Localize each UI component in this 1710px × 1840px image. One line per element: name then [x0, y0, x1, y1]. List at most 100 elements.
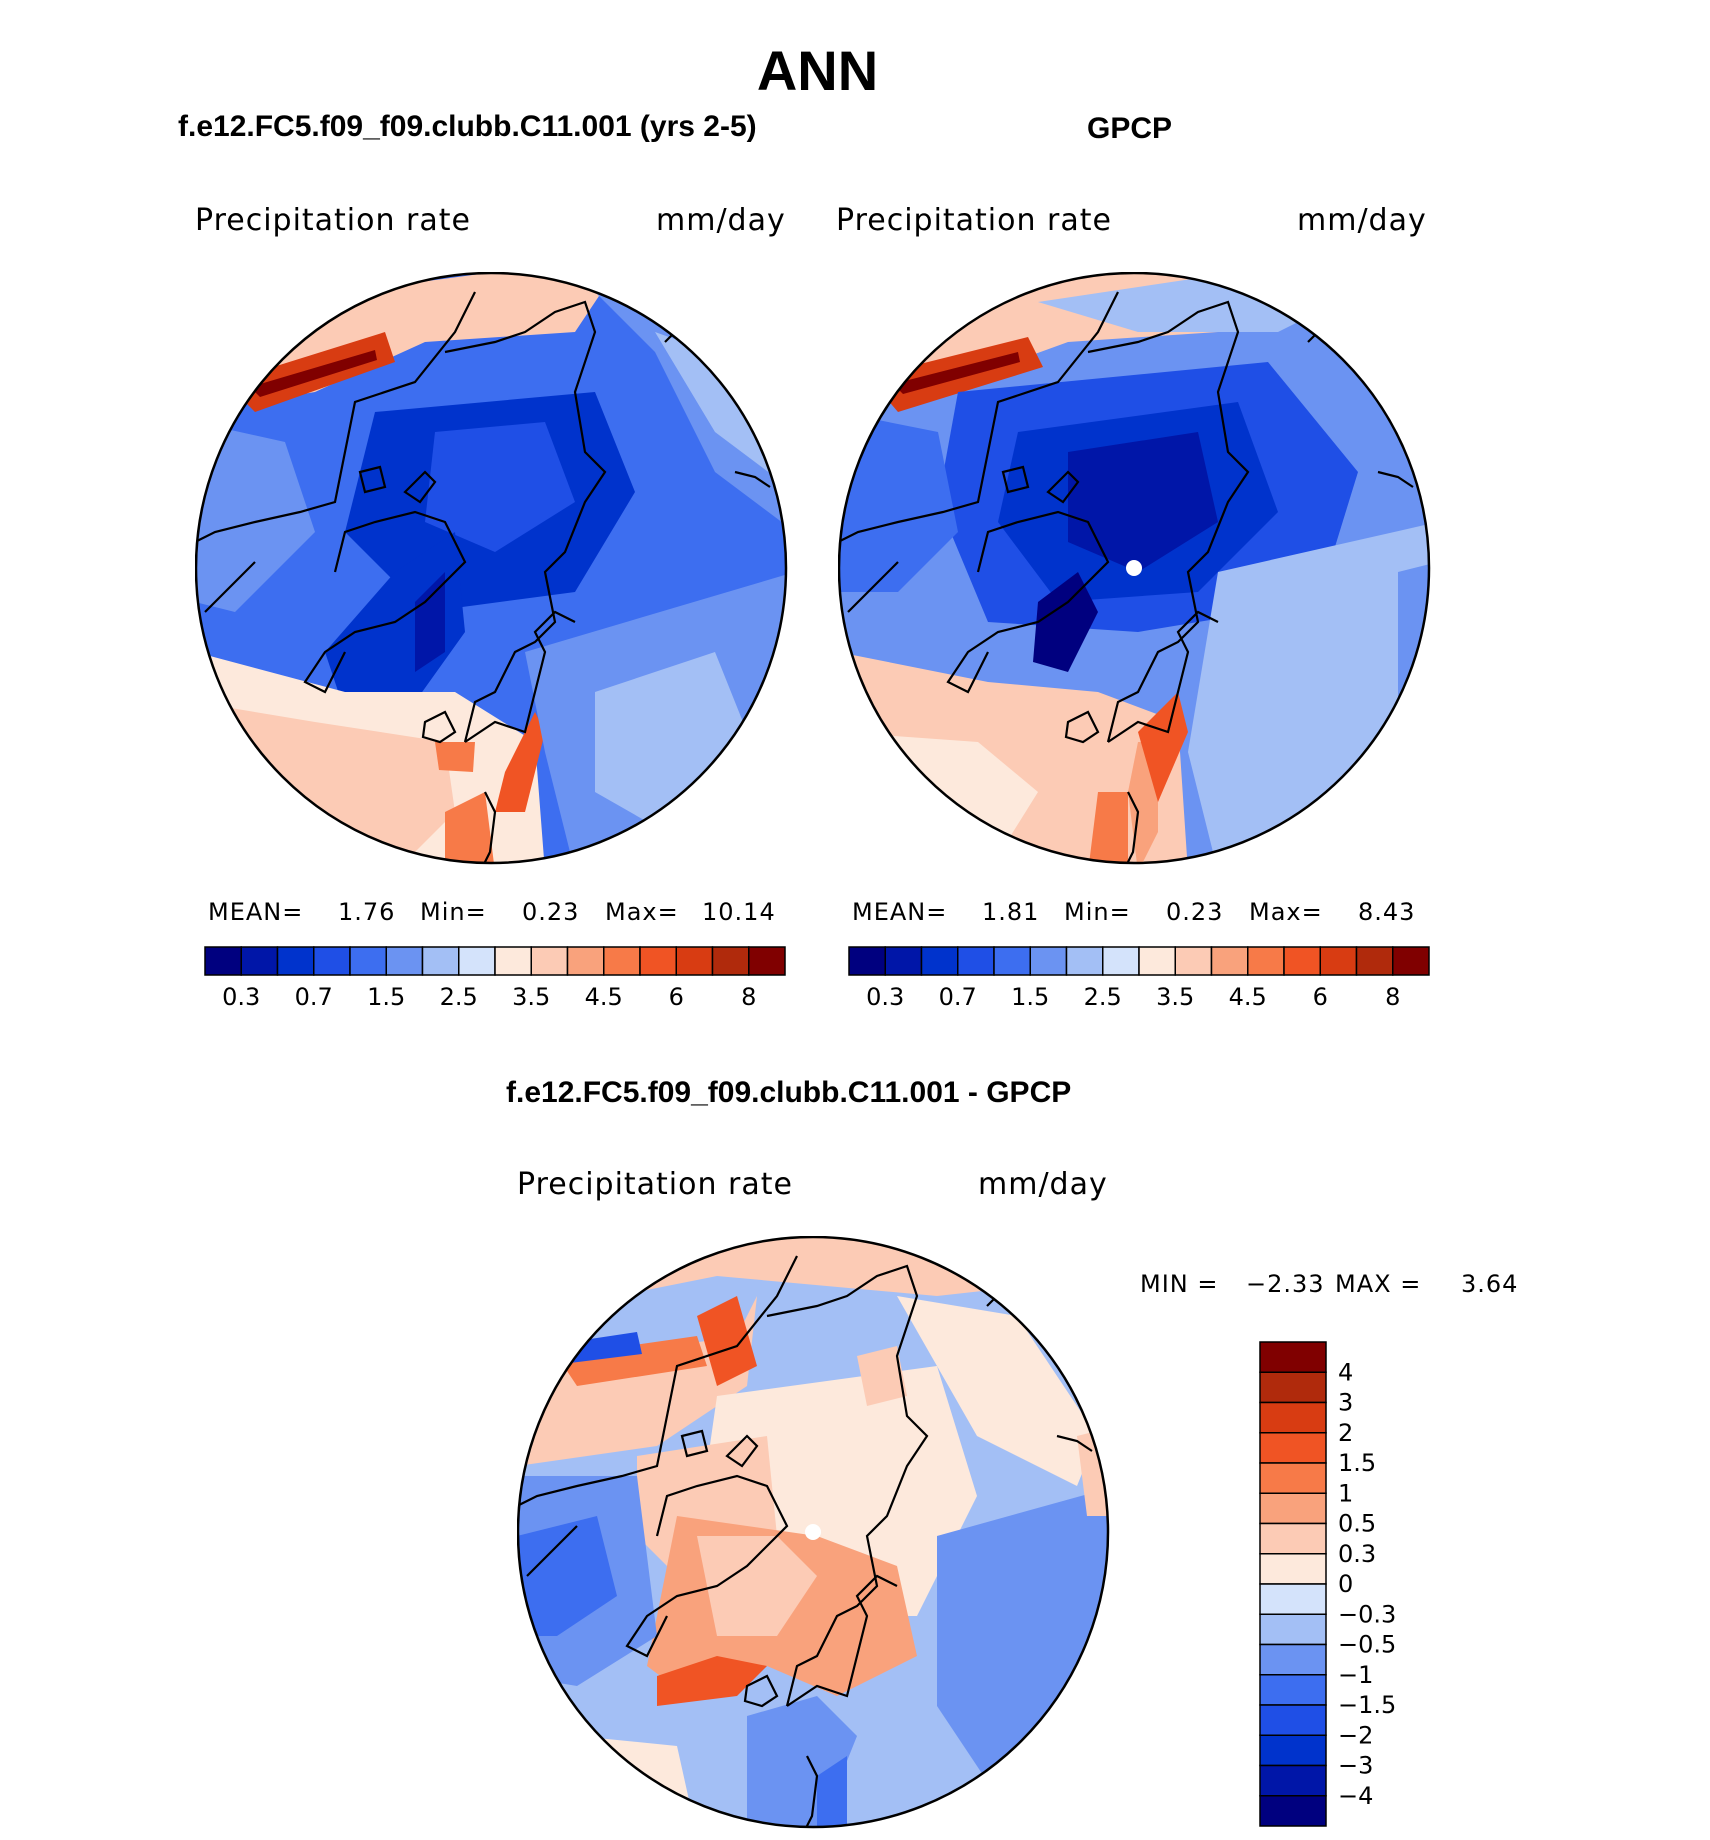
panel2-colorbar-swatch [1355, 946, 1394, 976]
panel2-mean-label: MEAN= [852, 898, 948, 926]
panel3-colorbar-swatch [1259, 1371, 1327, 1404]
panel1-colorbar-tick-label: 1.5 [367, 983, 405, 1011]
panel3-colorbar-swatch [1259, 1674, 1327, 1706]
main-title: ANN [756, 39, 879, 102]
panel1-mean-label: MEAN= [208, 898, 304, 926]
panel1-min-value: 0.23 [522, 898, 580, 926]
panel3-colorbar: 4 321.51 0.50.30−0.3 −0.5−1−1.5−2 −3−4 [1259, 1341, 1396, 1827]
panel2-max-label: Max= [1249, 898, 1323, 926]
panel2-min-value: 0.23 [1166, 898, 1224, 926]
panel2-colorbar: 0.3 0.7 1.5 2.5 3.5 4.5 6 8 [848, 946, 1430, 1011]
panel2-colorbar-swatch [957, 946, 995, 976]
panel1-colorbar-tick-label: 4.5 [585, 983, 623, 1011]
panel2-colorbar-tick-label: 0.7 [939, 983, 977, 1011]
panel3-colorbar-tick-label: −2 [1338, 1721, 1373, 1749]
panel2-colorbar-tick-label: 3.5 [1156, 983, 1194, 1011]
panel3-colorbar-swatch [1259, 1462, 1327, 1494]
panel1-title: f.e12.FC5.f09_f09.clubb.C11.001 (yrs 2-5… [178, 110, 757, 143]
panel2-colorbar-tick-label: 8 [1385, 983, 1400, 1011]
panel2-colorbar-tick-label: 2.5 [1084, 983, 1122, 1011]
panel3-colorbar-swatch [1259, 1583, 1327, 1615]
panel3-variable: Precipitation rate [517, 1167, 793, 1202]
panel1-units: mm/day [656, 203, 786, 238]
panel2-mean-value: 1.81 [982, 898, 1040, 926]
panel2-colorbar-swatch [1319, 946, 1358, 976]
panel3-max-label: MAX = [1335, 1270, 1422, 1298]
panel2-colorbar-swatch [1392, 946, 1430, 976]
panel1-colorbar: 0.3 0.7 1.5 2.5 3.5 4.5 6 8 [204, 946, 786, 1011]
panel2-polar-map [838, 272, 1431, 865]
panel3-map-border [517, 1236, 1110, 1829]
panel2-colorbar-swatch [884, 946, 923, 976]
panel1-colorbar-swatch [349, 946, 387, 976]
panel2-max-value: 8.43 [1358, 898, 1416, 926]
panel2-variable: Precipitation rate [836, 203, 1112, 238]
panel2-coastlines [839, 289, 1414, 863]
panel3-colorbar-tick-label: 1 [1338, 1479, 1353, 1507]
panel1-colorbar-tick-label: 3.5 [512, 983, 550, 1011]
panel1-colorbar-swatch [566, 946, 605, 976]
panel1-colorbar-swatch [711, 946, 750, 976]
panel2-colorbar-tick-label: 1.5 [1011, 983, 1049, 1011]
panel1-map-border [195, 272, 788, 865]
panel1-max-value: 10.14 [702, 898, 776, 926]
panel2-colorbar-swatch [1210, 946, 1249, 976]
panel3-colorbar-swatch [1259, 1764, 1327, 1797]
panel3-polar-map [517, 1236, 1110, 1829]
panel2-colorbar-swatch [920, 946, 959, 976]
panel2-colorbar-swatch [1283, 946, 1321, 976]
panel2-colorbar-swatch [848, 946, 886, 976]
panel3-colorbar-tick-label: 4 [1338, 1358, 1353, 1386]
panel1-colorbar-tick-label: 0.3 [222, 983, 260, 1011]
panel2-colorbar-swatch [993, 946, 1031, 976]
panel3-colorbar-swatch [1259, 1401, 1327, 1434]
panel3-title: f.e12.FC5.f09_f09.clubb.C11.001 - GPCP [506, 1076, 1072, 1109]
panel2-colorbar-tick-label: 0.3 [866, 983, 904, 1011]
panel1-colorbar-tick-label: 8 [741, 983, 756, 1011]
panel3-max-value: 3.64 [1461, 1270, 1519, 1298]
panel2-colorbar-swatch [1247, 946, 1285, 976]
panel1-colorbar-swatch [458, 946, 496, 976]
panel3-colorbar-swatch [1259, 1341, 1327, 1373]
panel3-colorbar-tick-label: 0.3 [1338, 1540, 1376, 1568]
panel3-colorbar-swatch [1259, 1795, 1327, 1827]
panel1-colorbar-swatch [385, 946, 424, 976]
panel3-colorbar-tick-label: 0 [1338, 1570, 1353, 1598]
panel2-colorbar-tick-label: 6 [1313, 983, 1328, 1011]
panel1-colorbar-tick-label: 0.7 [295, 983, 333, 1011]
panel1-colorbar-swatch [639, 946, 677, 976]
panel2-pole-marker [1126, 560, 1142, 576]
panel1-colorbar-swatch [494, 946, 532, 976]
panel3-colorbar-tick-label: −1 [1338, 1661, 1373, 1689]
panel1-variable: Precipitation rate [195, 203, 471, 238]
panel1-mean-value: 1.76 [338, 898, 396, 926]
panel1-min-label: Min= [420, 898, 487, 926]
panel3-colorbar-swatch [1259, 1643, 1327, 1676]
panel3-colorbar-swatch [1259, 1522, 1327, 1555]
panel1-colorbar-swatch [240, 946, 279, 976]
panel1-polar-map [195, 272, 788, 865]
panel3-colorbar-swatch [1259, 1704, 1327, 1736]
panel3-min-label: MIN = [1140, 1270, 1219, 1298]
panel2-colorbar-tick-label: 4.5 [1229, 983, 1267, 1011]
panel3-colorbar-tick-label: 1.5 [1338, 1449, 1376, 1477]
panel1-colorbar-tick-label: 2.5 [440, 983, 478, 1011]
panel3-colorbar-tick-label: −1.5 [1338, 1691, 1396, 1719]
panel3-colorbar-tick-label: −4 [1338, 1782, 1373, 1810]
panel2-colorbar-swatch [1065, 946, 1104, 976]
panel1-colorbar-swatch [276, 946, 315, 976]
panel2-map-border [838, 272, 1431, 865]
panel2-min-label: Min= [1064, 898, 1131, 926]
panel1-colorbar-swatch [530, 946, 569, 976]
panel3-colorbar-swatch [1259, 1553, 1327, 1585]
panel3-colorbar-swatch [1259, 1492, 1327, 1525]
panel3-colorbar-swatch [1259, 1432, 1327, 1464]
panel2-title: GPCP [1087, 112, 1173, 145]
panel3-colorbar-tick-label: −0.3 [1338, 1600, 1396, 1628]
panel3-colorbar-tick-label: −0.5 [1338, 1631, 1396, 1659]
panel3-colorbar-tick-label: −3 [1338, 1752, 1373, 1780]
panel2-colorbar-swatch [1102, 946, 1140, 976]
panel3-min-value: −2.33 [1246, 1270, 1325, 1298]
panel1-field [196, 273, 786, 863]
panel2-colorbar-swatch [1174, 946, 1213, 976]
